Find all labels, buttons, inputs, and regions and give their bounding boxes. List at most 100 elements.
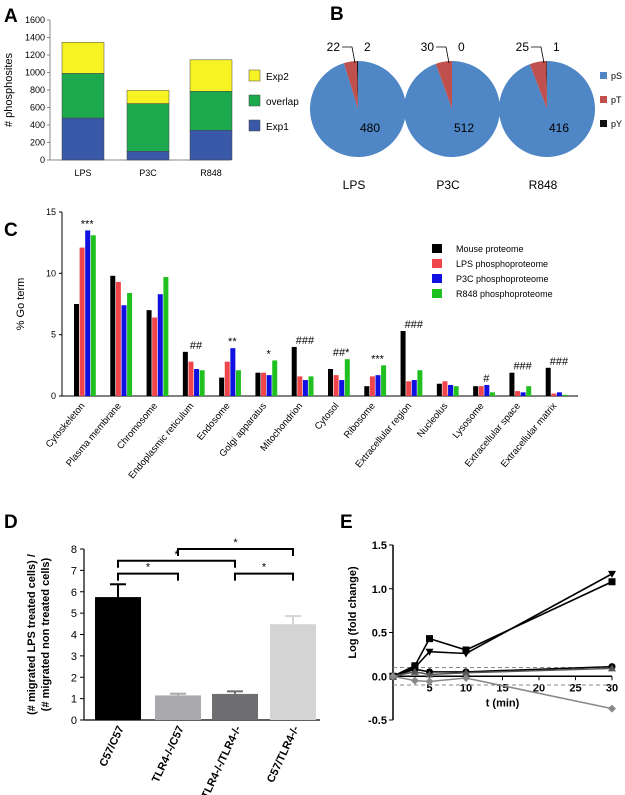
c-bar (194, 369, 200, 396)
b-legend-label: pS (611, 71, 622, 81)
c-bar (515, 391, 521, 396)
d-y-tick-label: 0 (71, 715, 77, 727)
a-category-label: R848 (200, 168, 222, 178)
c-bar (333, 375, 339, 396)
c-bar (509, 372, 515, 396)
panel-label-a: A (4, 6, 18, 27)
c-legend-label: R848 phosphoproteome (456, 289, 553, 299)
e-point (462, 650, 470, 658)
c-category-label: Nucleolus (415, 401, 450, 440)
c-bar (157, 294, 163, 396)
e-point (426, 635, 433, 643)
d-significance-bracket (177, 548, 294, 556)
b-leader-line (531, 46, 545, 64)
c-bar (199, 370, 205, 396)
b-slice-py (546, 61, 547, 109)
c-y-tick-label: 0 (51, 391, 56, 401)
e-series-line (392, 667, 613, 678)
a-y-tick-label: 1600 (25, 15, 45, 25)
e-y-tick-label: -0.5 (368, 715, 387, 727)
c-bar (526, 386, 532, 396)
b-legend-swatch (600, 96, 607, 103)
c-bar (266, 375, 272, 396)
e-point (410, 667, 419, 675)
d-category-label: TLR4-/-/TLR4-/- (200, 724, 244, 795)
d-y-tick-label: 2 (71, 672, 77, 684)
c-y-axis-label: % Go term (15, 278, 27, 331)
c-bar (121, 305, 127, 396)
a-y-tick-label: 800 (30, 85, 45, 95)
c-significance-mark: ##* (333, 347, 350, 359)
c-significance-mark: ### (550, 356, 569, 368)
c-significance-mark: ### (405, 319, 424, 331)
e-x-tick-label: 5 (426, 682, 432, 694)
panel-label-c: C (4, 220, 18, 241)
b-slice-pt (343, 61, 358, 109)
a-bar-exp2 (126, 90, 170, 104)
c-bar (219, 377, 225, 396)
b-pie-name: LPS (343, 178, 366, 192)
e-point (462, 646, 470, 654)
c-bar (411, 380, 417, 396)
e-x-axis-label: t (min) (486, 697, 520, 709)
c-y-tick-label: 10 (46, 268, 56, 278)
e-y-tick-label: 0.0 (372, 671, 387, 683)
b-slice-label-ps: 480 (360, 121, 380, 135)
c-category-label: Cytosol (313, 401, 342, 432)
d-y-axis-label-line2: (# migrated non treated cells) (40, 557, 52, 711)
c-bar (339, 380, 345, 396)
c-bar (85, 230, 91, 396)
e-point (425, 648, 434, 656)
d-significance-mark: * (233, 537, 238, 549)
a-y-tick-label: 400 (30, 120, 45, 130)
c-significance-mark: * (266, 348, 271, 360)
c-legend-label: P3C phosphoproteome (456, 274, 549, 284)
b-slice-label-py: 0 (458, 40, 465, 54)
d-y-tick-label: 1 (71, 694, 77, 706)
c-bar (545, 367, 551, 396)
c-bar (224, 361, 230, 396)
c-legend-swatch (432, 259, 442, 268)
c-bar (90, 235, 96, 396)
a-y-tick-label: 600 (30, 103, 45, 113)
b-slice-ps (498, 61, 595, 158)
c-bar (115, 281, 121, 396)
c-bar (110, 275, 116, 396)
c-bar (375, 375, 381, 396)
e-point (410, 676, 419, 685)
c-bar (291, 346, 297, 396)
c-y-tick-label: 5 (51, 330, 56, 340)
a-bar-overlap (61, 73, 105, 119)
d-bar (270, 624, 316, 720)
d-bar (155, 695, 201, 720)
panel-label-d: D (4, 512, 18, 533)
d-significance-bracket (117, 559, 236, 568)
e-point (425, 677, 434, 686)
d-significance-bracket (234, 572, 294, 581)
b-legend-swatch (600, 120, 607, 127)
e-point (425, 670, 434, 678)
c-bar (369, 376, 375, 396)
a-category-label: LPS (74, 168, 91, 178)
c-bar (297, 376, 303, 396)
b-slice-label-ps: 416 (549, 121, 569, 135)
d-y-tick-label: 7 (71, 565, 77, 577)
b-pie-name: R848 (529, 178, 558, 192)
d-bar (95, 597, 141, 720)
b-pie-name: P3C (436, 178, 460, 192)
e-series-line (392, 573, 613, 677)
c-bar (381, 365, 387, 396)
e-point (608, 578, 616, 586)
c-bar (489, 392, 495, 396)
d-bar (212, 693, 258, 720)
c-bar (188, 361, 194, 396)
c-legend-swatch (432, 289, 442, 298)
a-bar-overlap (189, 91, 233, 131)
panel-label-b: B (330, 4, 344, 25)
c-bar (308, 376, 314, 396)
a-bar-exp1 (126, 151, 170, 161)
c-bar (235, 370, 241, 396)
a-bar-overlap (126, 103, 170, 152)
e-y-axis-label: Log (fold change) (347, 566, 359, 659)
